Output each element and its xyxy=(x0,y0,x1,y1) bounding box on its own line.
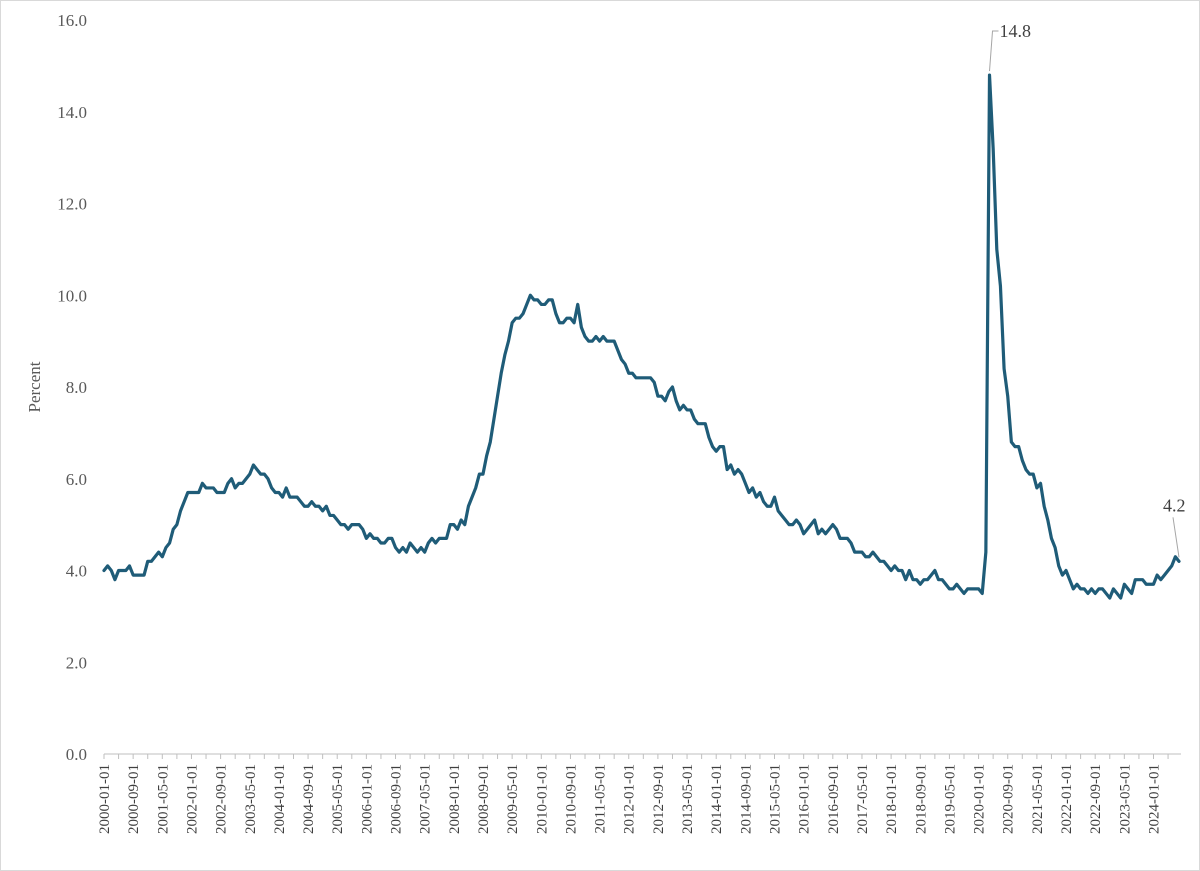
y-axis: 0.0 2.0 4.0 6.0 8.0 10.0 12.0 14.0 16.0 xyxy=(57,11,87,764)
x-tick-label: 2016-01-01 xyxy=(797,764,813,834)
y-tick-label: 14.0 xyxy=(57,103,87,122)
x-tick-label: 2002-01-01 xyxy=(184,764,200,834)
x-tick-label: 2002-09-01 xyxy=(214,764,230,834)
x-tick-label: 2012-01-01 xyxy=(622,764,638,834)
y-tick-label: 10.0 xyxy=(57,286,87,305)
x-tick-label: 2007-05-01 xyxy=(418,764,434,834)
x-tick-label: 2022-09-01 xyxy=(1088,764,1104,834)
x-tick-label: 2003-05-01 xyxy=(243,764,259,834)
x-tick-label: 2009-05-01 xyxy=(505,764,521,834)
y-tick-label: 16.0 xyxy=(57,11,87,30)
x-tick-label: 2001-05-01 xyxy=(155,764,171,834)
x-axis: 2000-01-01 2000-09-01 2001-05-01 2002-01-01… xyxy=(97,753,1181,834)
series-line xyxy=(102,73,1181,600)
y-tick-label: 4.0 xyxy=(66,562,87,581)
y-tick-label: 6.0 xyxy=(66,470,87,489)
x-tick-label: 2014-09-01 xyxy=(738,764,754,834)
x-tick-label: 2008-09-01 xyxy=(476,764,492,834)
x-tick-label: 2020-09-01 xyxy=(1001,764,1017,834)
annotation-label: 4.2 xyxy=(1163,495,1186,515)
annotation-leader-line xyxy=(1172,517,1180,558)
x-tick-label: 2000-01-01 xyxy=(97,764,113,834)
x-tick-label: 2012-09-01 xyxy=(651,764,667,834)
annotation-label: 14.8 xyxy=(1000,21,1032,41)
x-tick-label: 2005-05-01 xyxy=(330,764,346,834)
y-tick-label: 8.0 xyxy=(66,378,87,397)
x-tick-label: 2014-01-01 xyxy=(709,764,725,834)
x-tick-label: 2015-05-01 xyxy=(768,764,784,834)
x-tick-label: 2019-05-01 xyxy=(942,764,958,834)
x-tick-label: 2010-09-01 xyxy=(563,764,579,834)
x-tick-label: 2023-05-01 xyxy=(1117,764,1133,834)
x-tick-label: 2010-01-01 xyxy=(534,764,550,834)
y-axis-title: Percent xyxy=(25,361,44,412)
annotation-layer: 14.8 4.2 xyxy=(989,21,1186,558)
x-tick-label: 2004-01-01 xyxy=(272,764,288,834)
x-tick-label: 2017-05-01 xyxy=(855,764,871,834)
x-tick-label: 2006-01-01 xyxy=(359,764,375,834)
x-tick-label: 2020-01-01 xyxy=(972,764,988,834)
x-tick-label: 2000-09-01 xyxy=(126,764,142,834)
x-tick-label: 2016-09-01 xyxy=(826,764,842,834)
annotation-leader-line xyxy=(989,30,999,72)
x-tick-label: 2006-09-01 xyxy=(389,764,405,834)
x-tick-label: 2008-01-01 xyxy=(447,764,463,834)
x-tick-label: 2018-09-01 xyxy=(913,764,929,834)
x-tick-label: 2021-05-01 xyxy=(1030,764,1046,834)
y-tick-label: 12.0 xyxy=(57,195,87,214)
x-tick-label: 2018-01-01 xyxy=(884,764,900,834)
y-tick-label: 2.0 xyxy=(66,653,87,672)
x-tick-label: 2011-05-01 xyxy=(593,764,609,833)
x-tick-label: 2022-01-01 xyxy=(1059,764,1075,834)
y-tick-label: 0.0 xyxy=(66,745,87,764)
series-layer xyxy=(102,73,1181,600)
x-tick-label: 2024-01-01 xyxy=(1146,764,1162,834)
x-tick-label: 2004-09-01 xyxy=(301,764,317,834)
x-tick-label: 2013-05-01 xyxy=(680,764,696,834)
